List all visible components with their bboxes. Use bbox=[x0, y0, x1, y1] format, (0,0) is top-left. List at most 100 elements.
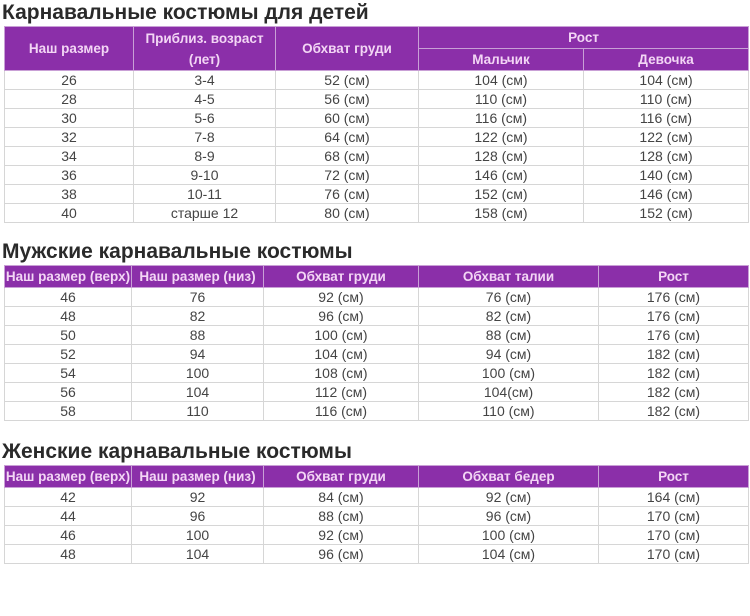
women-size-table: Наш размер (верх) Наш размер (низ) Обхва… bbox=[4, 465, 749, 564]
table-cell: 96 bbox=[131, 506, 264, 526]
table-cell: 146 (см) bbox=[418, 165, 584, 185]
table-cell: 82 bbox=[131, 306, 264, 326]
table-cell: 58 bbox=[4, 401, 132, 421]
table-cell: 82 (см) bbox=[418, 306, 599, 326]
table-cell: старше 12 bbox=[133, 203, 276, 223]
table-cell: 104 bbox=[131, 544, 264, 564]
table-cell: 116 (см) bbox=[418, 108, 584, 128]
table-row: 40 старше 12 80 (см) 158 (см) 152 (см) bbox=[4, 203, 750, 223]
table-cell: 108 (см) bbox=[263, 363, 419, 383]
table-cell: 46 bbox=[4, 525, 132, 545]
table-cell: 158 (см) bbox=[418, 203, 584, 223]
table-cell: 128 (см) bbox=[582, 146, 750, 166]
header-size-top: Наш размер (верх) bbox=[4, 465, 132, 488]
table-row: 32 7-8 64 (см) 122 (см) 122 (см) bbox=[4, 127, 750, 147]
table-cell: 4-5 bbox=[133, 89, 276, 109]
header-chest: Обхват груди bbox=[275, 26, 419, 71]
table-cell: 94 bbox=[131, 344, 264, 364]
table-row: 46 100 92 (см) 100 (см) 170 (см) bbox=[4, 525, 749, 545]
table-cell: 28 bbox=[4, 89, 134, 109]
table-cell: 38 bbox=[4, 184, 134, 204]
table-cell: 9-10 bbox=[133, 165, 276, 185]
header-boy: Мальчик bbox=[418, 48, 584, 71]
table-cell: 170 (см) bbox=[598, 525, 749, 545]
table-cell: 88 (см) bbox=[263, 506, 419, 526]
table-row: 46 76 92 (см) 76 (см) 176 (см) bbox=[4, 287, 749, 307]
table-cell: 76 (см) bbox=[275, 184, 419, 204]
table-cell: 110 bbox=[131, 401, 264, 421]
table-cell: 182 (см) bbox=[598, 382, 749, 402]
kids-title: Карнавальные костюмы для детей bbox=[2, 1, 369, 24]
table-cell: 104 (см) bbox=[418, 70, 584, 90]
table-cell: 34 bbox=[4, 146, 134, 166]
table-cell: 122 (см) bbox=[418, 127, 584, 147]
table-cell: 110 (см) bbox=[418, 401, 599, 421]
header-waist: Обхват талии bbox=[418, 265, 599, 288]
header-age: Приблиз. возраст (лет) bbox=[133, 26, 276, 71]
header-hips: Обхват бедер bbox=[418, 465, 599, 488]
table-row: 52 94 104 (см) 94 (см) 182 (см) bbox=[4, 344, 749, 364]
table-cell: 92 (см) bbox=[263, 287, 419, 307]
table-row: 34 8-9 68 (см) 128 (см) 128 (см) bbox=[4, 146, 750, 166]
table-cell: 64 (см) bbox=[275, 127, 419, 147]
table-cell: 110 (см) bbox=[418, 89, 584, 109]
header-size-bottom: Наш размер (низ) bbox=[131, 465, 264, 488]
table-cell: 100 bbox=[131, 525, 264, 545]
table-row: 50 88 100 (см) 88 (см) 176 (см) bbox=[4, 325, 749, 345]
header-girl: Девочка bbox=[582, 48, 750, 71]
table-cell: 104 (см) bbox=[263, 344, 419, 364]
table-cell: 52 (см) bbox=[275, 70, 419, 90]
table-cell: 76 bbox=[131, 287, 264, 307]
header-size-bottom: Наш размер (низ) bbox=[131, 265, 264, 288]
table-cell: 176 (см) bbox=[598, 325, 749, 345]
table-cell: 84 (см) bbox=[263, 487, 419, 507]
kids-size-table: Наш размер Приблиз. возраст (лет) Обхват… bbox=[4, 26, 750, 223]
table-cell: 72 (см) bbox=[275, 165, 419, 185]
table-cell: 110 (см) bbox=[582, 89, 750, 109]
table-row: 42 92 84 (см) 92 (см) 164 (см) bbox=[4, 487, 749, 507]
table-cell: 92 (см) bbox=[263, 525, 419, 545]
table-cell: 44 bbox=[4, 506, 132, 526]
header-height: Рост bbox=[598, 265, 749, 288]
table-cell: 116 (см) bbox=[263, 401, 419, 421]
table-cell: 10-11 bbox=[133, 184, 276, 204]
women-title: Женские карнавальные костюмы bbox=[2, 440, 352, 463]
table-row: 58 110 116 (см) 110 (см) 182 (см) bbox=[4, 401, 749, 421]
table-cell: 30 bbox=[4, 108, 134, 128]
table-cell: 96 (см) bbox=[263, 306, 419, 326]
table-cell: 100 (см) bbox=[418, 363, 599, 383]
table-cell: 68 (см) bbox=[275, 146, 419, 166]
table-cell: 76 (см) bbox=[418, 287, 599, 307]
table-cell: 56 (см) bbox=[275, 89, 419, 109]
men-size-table: Наш размер (верх) Наш размер (низ) Обхва… bbox=[4, 265, 749, 421]
table-row: 28 4-5 56 (см) 110 (см) 110 (см) bbox=[4, 89, 750, 109]
table-cell: 56 bbox=[4, 382, 132, 402]
table-cell: 104(см) bbox=[418, 382, 599, 402]
table-cell: 116 (см) bbox=[582, 108, 750, 128]
table-cell: 152 (см) bbox=[418, 184, 584, 204]
table-cell: 7-8 bbox=[133, 127, 276, 147]
table-cell: 100 (см) bbox=[263, 325, 419, 345]
table-cell: 92 (см) bbox=[418, 487, 599, 507]
table-cell: 152 (см) bbox=[582, 203, 750, 223]
table-cell: 96 (см) bbox=[418, 506, 599, 526]
table-row: 36 9-10 72 (см) 146 (см) 140 (см) bbox=[4, 165, 750, 185]
header-chest: Обхват груди bbox=[263, 265, 419, 288]
table-cell: 60 (см) bbox=[275, 108, 419, 128]
table-cell: 8-9 bbox=[133, 146, 276, 166]
table-cell: 176 (см) bbox=[598, 287, 749, 307]
table-cell: 36 bbox=[4, 165, 134, 185]
men-title: Мужские карнавальные костюмы bbox=[2, 240, 353, 263]
table-cell: 112 (см) bbox=[263, 382, 419, 402]
table-cell: 54 bbox=[4, 363, 132, 383]
table-cell: 94 (см) bbox=[418, 344, 599, 364]
header-size-top: Наш размер (верх) bbox=[4, 265, 132, 288]
table-cell: 5-6 bbox=[133, 108, 276, 128]
table-cell: 50 bbox=[4, 325, 132, 345]
table-cell: 42 bbox=[4, 487, 132, 507]
table-cell: 100 (см) bbox=[418, 525, 599, 545]
table-cell: 182 (см) bbox=[598, 401, 749, 421]
table-cell: 92 bbox=[131, 487, 264, 507]
table-row: 48 82 96 (см) 82 (см) 176 (см) bbox=[4, 306, 749, 326]
table-cell: 88 (см) bbox=[418, 325, 599, 345]
